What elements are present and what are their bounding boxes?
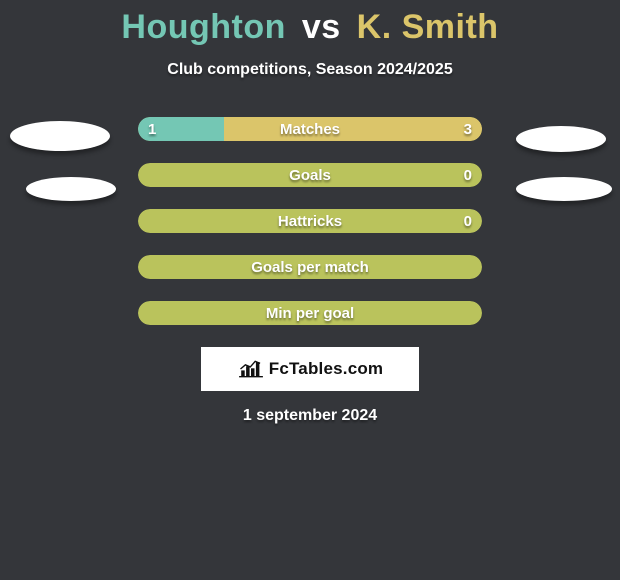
stat-bar-row: Matches1 3: [138, 117, 482, 141]
player1-name: Houghton: [121, 8, 286, 46]
stat-bar-row: Goals0: [138, 163, 482, 187]
player2-name: K. Smith: [357, 8, 499, 46]
comparison-title: Houghton vs K. Smith: [0, 0, 620, 47]
stat-bar-right-value: 0: [454, 163, 482, 187]
source-badge: FcTables.com: [201, 347, 419, 391]
subtitle: Club competitions, Season 2024/2025: [0, 61, 620, 79]
stat-bar-right-value: 3: [454, 117, 482, 141]
stat-bar-left-value: 1: [138, 117, 166, 141]
stat-bar-label: Hattricks: [138, 209, 482, 233]
stat-bar-label: Matches: [138, 117, 482, 141]
decorative-ellipse: [516, 177, 612, 201]
stat-bar-label: Goals per match: [138, 255, 482, 279]
stat-bar-row: Min per goal: [138, 301, 482, 325]
stat-bar-label: Goals: [138, 163, 482, 187]
stat-bar-row: Hattricks0: [138, 209, 482, 233]
decorative-ellipse: [26, 177, 116, 201]
stat-bar-row: Goals per match: [138, 255, 482, 279]
bar-chart-icon: [237, 359, 265, 379]
stat-bar-right-value: 0: [454, 209, 482, 233]
stat-bar-label: Min per goal: [138, 301, 482, 325]
stat-bars: Matches13Goals0Hattricks0Goals per match…: [138, 117, 482, 325]
vs-label: vs: [302, 8, 341, 46]
source-badge-text: FcTables.com: [269, 359, 384, 379]
decorative-ellipse: [10, 121, 110, 151]
date-label: 1 september 2024: [0, 407, 620, 425]
decorative-ellipse: [516, 126, 606, 152]
